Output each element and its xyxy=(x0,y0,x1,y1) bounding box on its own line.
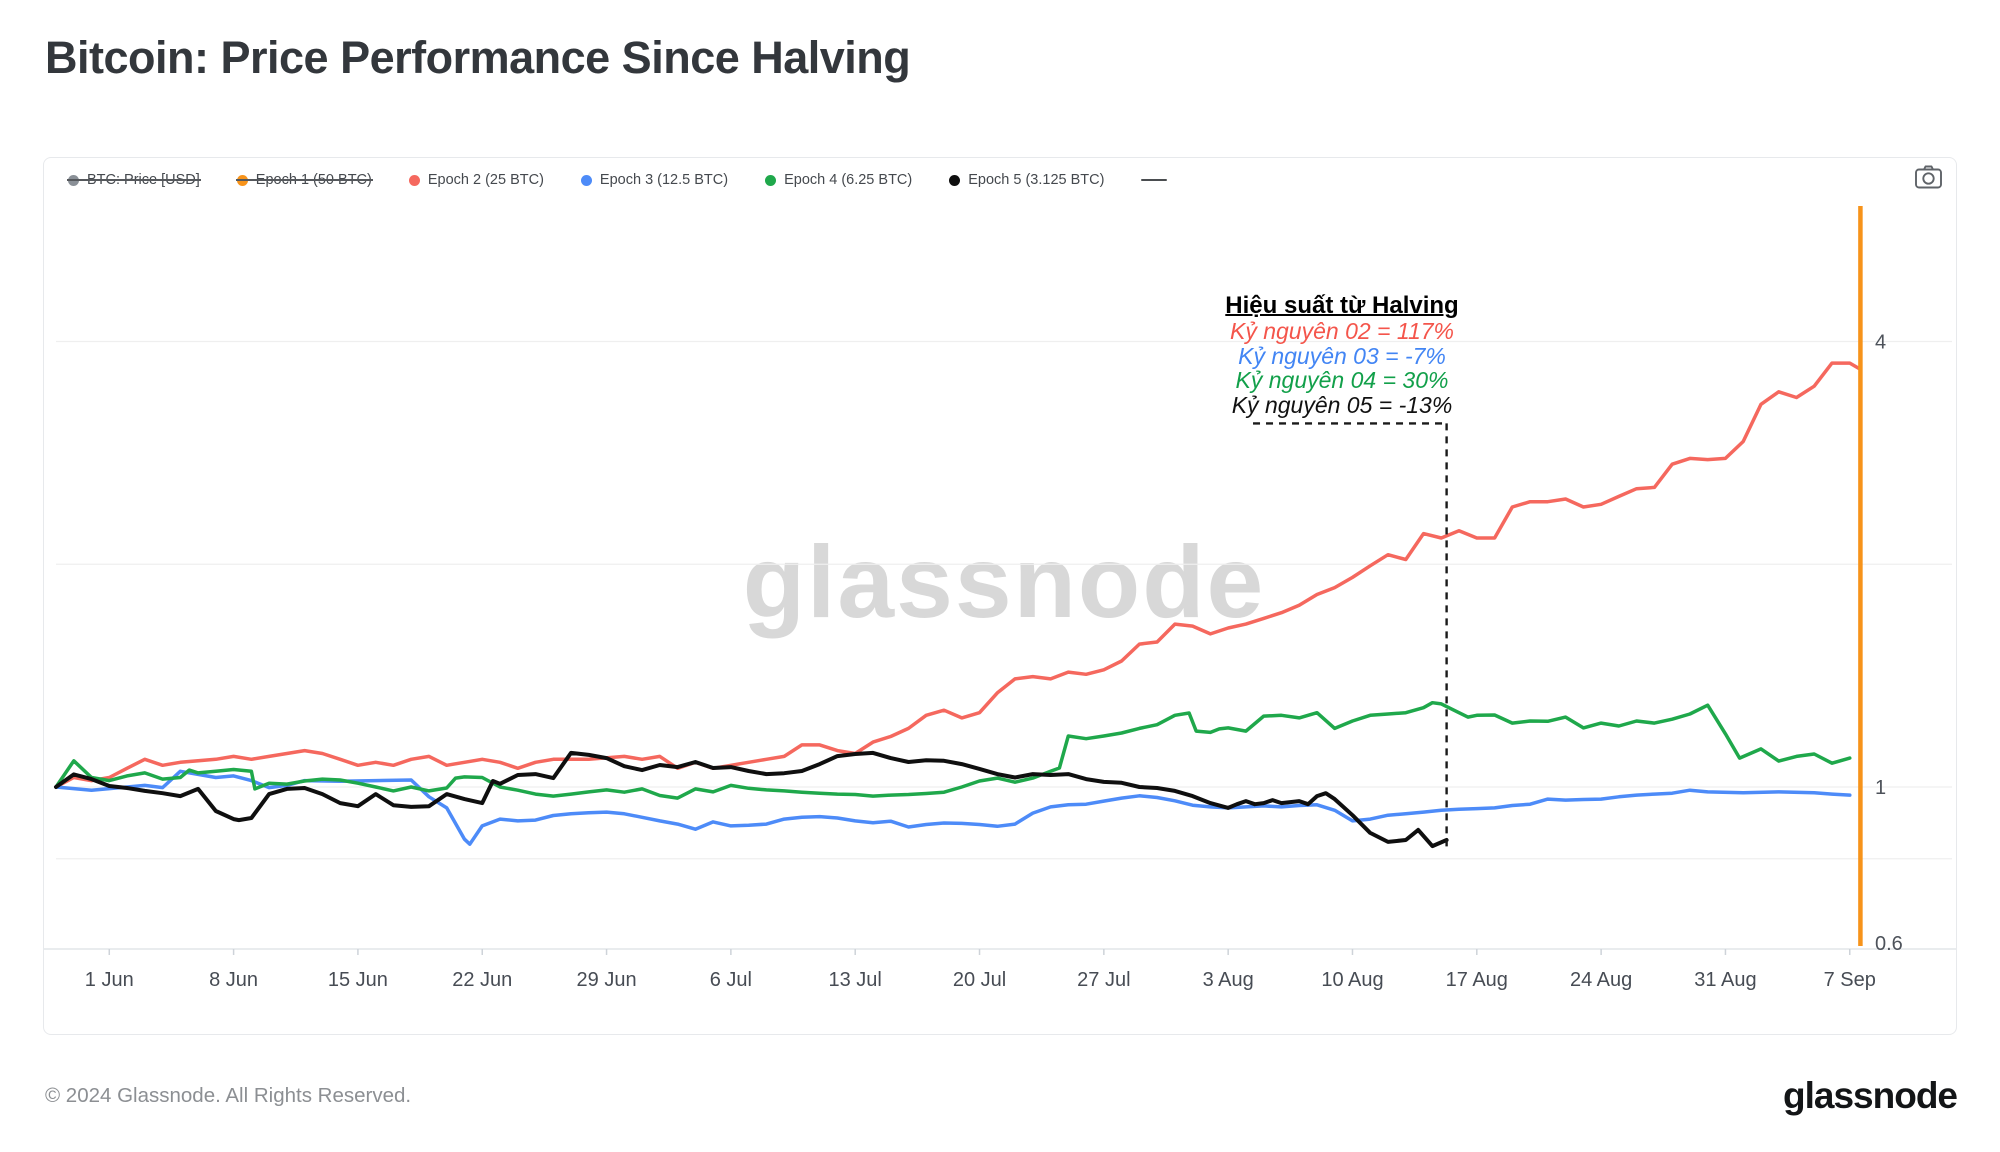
svg-text:0.6: 0.6 xyxy=(1875,933,1903,955)
annotation-title: Hiệu suất từ Halving xyxy=(1225,292,1459,319)
chart-card: glassnode 1 Jun 8 Jun 15 Jun 22 Jun 29 Jun 6 J… xyxy=(43,157,1957,1035)
legend-item-epoch-1-50-btc-[interactable]: Epoch 1 (50 BTC) xyxy=(235,172,373,188)
y-axis-labels: 410.6 xyxy=(1875,331,1903,955)
legend-item-label: Epoch 3 (12.5 BTC) xyxy=(599,172,729,188)
svg-text:31 Aug: 31 Aug xyxy=(1694,969,1756,991)
legend-dot-icon xyxy=(949,174,961,186)
annotation-dashed-box xyxy=(1253,422,1448,853)
legend-dot-icon xyxy=(236,174,248,186)
legend-item-epoch-4-6.25-btc-[interactable]: Epoch 4 (6.25 BTC) xyxy=(765,172,912,188)
annotation-line: Kỷ nguyên 04 = 30% xyxy=(1235,367,1449,393)
legend-item-epoch-3-12.5-btc-[interactable]: Epoch 3 (12.5 BTC) xyxy=(580,172,729,188)
legend-item-dash[interactable] xyxy=(1141,178,1168,182)
legend-dot-icon xyxy=(580,174,592,186)
annotation-line: Kỷ nguyên 02 = 117% xyxy=(1229,318,1454,344)
legend-item-label: Epoch 1 (50 BTC) xyxy=(255,172,372,188)
chart-legend: BTC: Price [USD] Epoch 1 (50 BTC) Epoch 2 … xyxy=(67,168,1168,192)
svg-text:1 Jun: 1 Jun xyxy=(85,969,134,991)
svg-text:8 Jun: 8 Jun xyxy=(209,969,258,991)
legend-dot-icon xyxy=(765,174,777,186)
svg-text:1: 1 xyxy=(1875,777,1886,799)
copyright-text: © 2024 Glassnode. All Rights Reserved. xyxy=(45,1084,412,1107)
legend-item-epoch-2-25-btc-[interactable]: Epoch 2 (25 BTC) xyxy=(408,172,544,188)
page-title: Bitcoin: Price Performance Since Halving xyxy=(45,32,911,83)
svg-text:24 Aug: 24 Aug xyxy=(1570,969,1632,991)
legend-item-btc-price-usd-[interactable]: BTC: Price [USD] xyxy=(67,172,201,188)
legend-dot-icon xyxy=(408,174,420,186)
legend-item-label: Epoch 2 (25 BTC) xyxy=(427,172,544,188)
svg-text:10 Aug: 10 Aug xyxy=(1321,969,1383,991)
svg-text:15 Jun: 15 Jun xyxy=(328,969,388,991)
svg-text:22 Jun: 22 Jun xyxy=(452,969,512,991)
svg-text:17 Aug: 17 Aug xyxy=(1446,969,1508,991)
svg-text:6 Jul: 6 Jul xyxy=(710,969,752,991)
svg-text:4: 4 xyxy=(1875,331,1886,353)
series-epoch-4-6.25-btc- xyxy=(54,700,1852,800)
dash-line-icon xyxy=(1141,178,1168,182)
camera-button[interactable] xyxy=(1914,164,1944,190)
series-epoch-2-25-btc- xyxy=(54,361,1861,789)
svg-text:13 Jul: 13 Jul xyxy=(829,969,882,991)
annotation-line: Kỷ nguyên 05 = -13% xyxy=(1231,391,1453,418)
glassnode-logo: glassnode xyxy=(1783,1075,1958,1116)
legend-item-epoch-5-3.125-btc-[interactable]: Epoch 5 (3.125 BTC) xyxy=(949,172,1104,188)
legend-item-label: Epoch 4 (6.25 BTC) xyxy=(784,172,913,188)
annotation-line: Kỷ nguyên 03 = -7% xyxy=(1238,342,1446,369)
svg-text:20 Jul: 20 Jul xyxy=(953,969,1006,991)
legend-item-label: BTC: Price [USD] xyxy=(87,172,200,188)
camera-icon xyxy=(1915,165,1942,189)
x-axis-labels: 1 Jun 8 Jun 15 Jun 22 Jun 29 Jun 6 Jul 13 Jul 2… xyxy=(85,949,1876,991)
svg-text:3 Aug: 3 Aug xyxy=(1203,969,1254,991)
svg-text:27 Jul: 27 Jul xyxy=(1077,969,1130,991)
legend-dot-icon xyxy=(68,174,79,186)
legend-item-label: Epoch 5 (3.125 BTC) xyxy=(968,172,1105,188)
series-epoch-5-3.125-btc- xyxy=(54,750,1449,849)
series-epoch-3-12.5-btc- xyxy=(54,769,1852,846)
svg-text:7 Sep: 7 Sep xyxy=(1824,969,1876,991)
annotation-lines: Kỷ nguyên 02 = 117% Kỷ nguyên 03 = -7% Kỷ … xyxy=(1225,319,1458,417)
price-performance-chart[interactable]: glassnode 1 Jun 8 Jun 15 Jun 22 Jun 29 Jun 6 J… xyxy=(44,158,1956,1034)
footer: © 2024 Glassnode. All Rights Reserved. g… xyxy=(45,1072,1958,1120)
halving-performance-annotation: Hiệu suất từ Halving Kỷ nguyên 02 = 117%… xyxy=(1225,293,1458,417)
glassnode-watermark: glassnode xyxy=(743,525,1265,639)
svg-text:29 Jun: 29 Jun xyxy=(577,969,637,991)
